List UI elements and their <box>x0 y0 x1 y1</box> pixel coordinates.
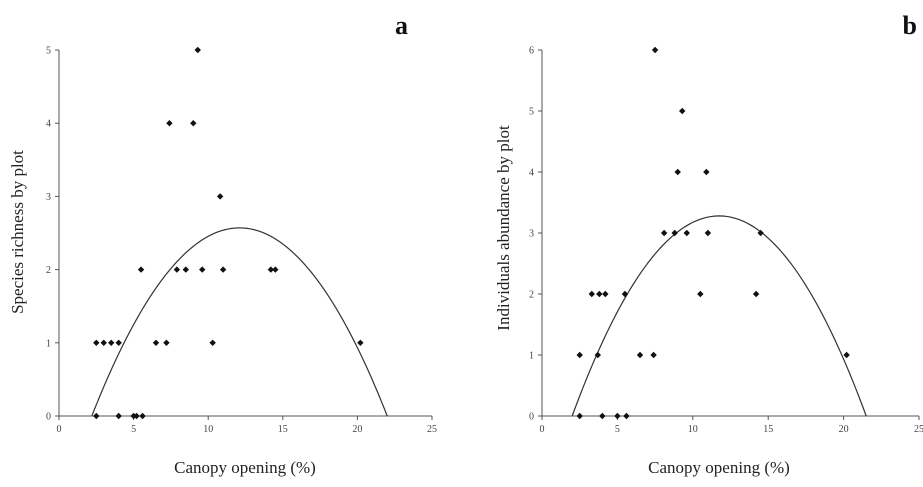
data-point <box>93 339 100 346</box>
data-point <box>216 193 224 200</box>
y-tick-label: 0 <box>529 412 534 423</box>
data-point <box>163 339 170 346</box>
data-point <box>602 290 609 298</box>
data-point <box>679 107 686 115</box>
data-point <box>683 229 690 237</box>
x-axis-title: Canopy opening (%) <box>648 458 790 477</box>
y-tick-label: 6 <box>529 46 534 57</box>
x-tick-label: 15 <box>278 424 288 435</box>
x-tick-label: 25 <box>914 424 923 435</box>
data-point <box>357 339 364 346</box>
data-point <box>272 266 279 273</box>
data-point <box>100 339 107 346</box>
y-axis-title: Individuals abundance by plot <box>494 125 513 331</box>
panel-letter: b <box>903 11 917 40</box>
x-tick-label: 5 <box>615 424 620 435</box>
data-point <box>108 339 115 346</box>
data-point <box>166 120 173 127</box>
data-point <box>190 120 197 127</box>
data-point <box>576 351 583 359</box>
data-point <box>194 46 201 54</box>
panel-letter: a <box>395 11 408 40</box>
y-tick-label: 5 <box>46 46 51 57</box>
chart-panel-b: b Canopy opening (%) Individuals abundan… <box>462 0 923 487</box>
y-tick-label: 3 <box>46 192 51 203</box>
x-tick-label: 15 <box>763 424 773 435</box>
data-point <box>703 168 710 176</box>
y-tick-label: 1 <box>46 338 51 349</box>
x-tick-label: 10 <box>203 424 213 435</box>
data-point <box>704 229 712 237</box>
x-tick-label: 20 <box>839 424 849 435</box>
data-point <box>267 266 275 273</box>
data-point <box>636 351 644 359</box>
data-point <box>599 412 606 420</box>
data-point <box>650 351 657 359</box>
data-point <box>139 412 146 420</box>
data-point <box>614 412 621 420</box>
data-point <box>219 266 227 273</box>
data-point <box>651 46 659 54</box>
y-tick-label: 0 <box>46 412 51 423</box>
data-point <box>588 290 595 298</box>
y-axis-title: Species richness by plot <box>8 150 27 314</box>
x-tick-label: 5 <box>131 424 136 435</box>
x-tick-label: 0 <box>57 424 62 435</box>
scatter-chart-a: a Canopy opening (%) Species richness by… <box>8 11 437 477</box>
data-point <box>152 339 160 346</box>
scatter-chart-b: b Canopy opening (%) Individuals abundan… <box>494 11 923 477</box>
chart-panel-a: a Canopy opening (%) Species richness by… <box>0 0 461 487</box>
data-point <box>697 290 704 298</box>
y-tick-label: 1 <box>529 351 534 362</box>
data-point <box>115 412 122 420</box>
x-tick-label: 10 <box>688 424 698 435</box>
data-point <box>621 290 629 298</box>
data-point <box>660 229 668 237</box>
data-point <box>843 351 850 359</box>
data-point <box>115 339 122 346</box>
data-point <box>182 266 190 273</box>
y-tick-label: 5 <box>529 107 534 118</box>
y-tick-label: 2 <box>529 290 534 301</box>
data-point <box>596 290 603 298</box>
data-point <box>623 412 630 420</box>
data-point <box>209 339 216 346</box>
data-point <box>133 412 140 420</box>
x-tick-label: 25 <box>427 424 437 435</box>
data-point <box>173 266 181 273</box>
data-point <box>576 412 583 420</box>
data-point <box>671 229 678 237</box>
y-tick-label: 4 <box>46 119 51 130</box>
y-tick-label: 4 <box>529 168 534 179</box>
data-point <box>752 290 760 298</box>
x-axis-title: Canopy opening (%) <box>174 458 316 477</box>
data-point <box>137 266 145 273</box>
y-tick-label: 3 <box>529 229 534 240</box>
data-point <box>674 168 681 176</box>
fitted-curve <box>91 227 388 417</box>
y-tick-label: 2 <box>46 265 51 276</box>
x-tick-label: 0 <box>540 424 545 435</box>
fitted-curve <box>571 215 867 417</box>
data-point <box>93 412 100 420</box>
data-point <box>199 266 206 273</box>
x-tick-label: 20 <box>352 424 362 435</box>
